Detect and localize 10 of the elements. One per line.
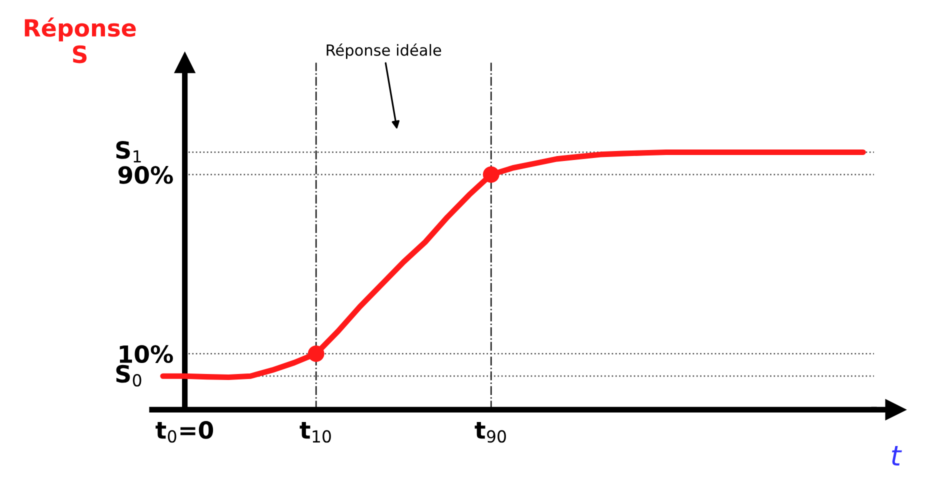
text: Réponse idéale (326, 43, 442, 59)
y-axis-title: Réponse S (24, 18, 136, 64)
y-tick-label: 10% (120, 345, 173, 364)
x-tick-label: t$_{10}$ (300, 422, 331, 443)
x-tick-label: t$_{90}$ (474, 422, 506, 443)
ref-line-label: S$_{1}$ (116, 141, 141, 162)
x-tick-label: t$_{0}$=0 (156, 421, 214, 443)
ref-line-label: S$_{0}$ (116, 364, 142, 387)
x-axis-title: t (892, 446, 902, 466)
y-tick-label: 90% (118, 166, 173, 184)
